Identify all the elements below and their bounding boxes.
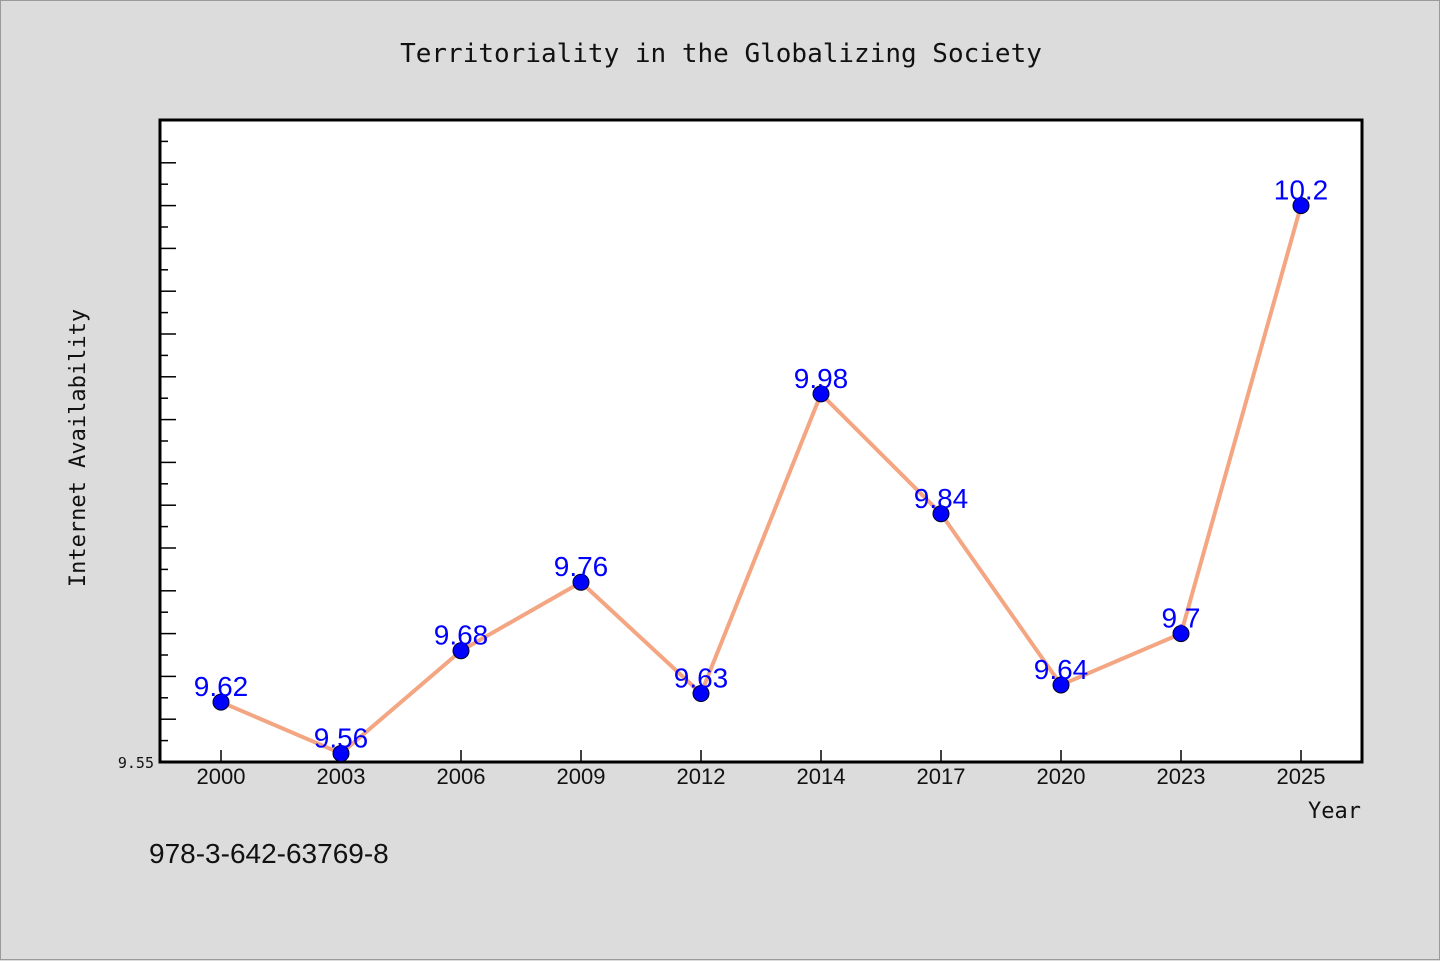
data-label: 9.63 [674, 663, 729, 694]
data-point [1172, 625, 1190, 643]
plot-area [158, 118, 1364, 764]
data-label: 9.7 [1162, 603, 1201, 634]
data-label: 9.56 [314, 722, 369, 753]
series-layer: 9.62 9.56 9.68 9.76 9.63 9.98 9.84 9.64 9.7 10.2 [194, 175, 1329, 762]
data-label: 10.2 [1274, 175, 1329, 206]
data-point [572, 573, 590, 591]
data-point [692, 685, 710, 703]
data-label: 9.84 [914, 483, 969, 514]
x-axis-ticks: 2000 2003 2006 2009 2012 2014 2017 2020 2023 2025 [197, 750, 1326, 789]
data-point [212, 693, 230, 711]
data-point [1052, 676, 1070, 694]
x-tick-label: 2006 [437, 764, 486, 789]
data-point [932, 505, 950, 523]
data-point [812, 385, 830, 403]
x-tick-label: 2025 [1277, 764, 1326, 789]
data-point [1292, 197, 1310, 215]
x-tick-label: 2014 [797, 764, 846, 789]
x-tick-label: 2012 [677, 764, 726, 789]
y-axis-label: Internet Availability [66, 309, 91, 587]
x-tick-label: 2009 [557, 764, 606, 789]
data-point [332, 744, 350, 762]
x-tick-label: 2023 [1157, 764, 1206, 789]
y-axis-ticks [160, 140, 176, 742]
data-label: 9.76 [554, 551, 609, 582]
x-tick-label: 2020 [1037, 764, 1086, 789]
data-label: 9.68 [434, 620, 489, 651]
series-line [220, 205, 1303, 756]
data-label: 9.98 [794, 363, 849, 394]
x-tick-label: 2017 [917, 764, 966, 789]
isbn-text: 978-3-642-63769-8 [149, 838, 389, 869]
chart-title: Territoriality in the Globalizing Societ… [400, 39, 1042, 69]
data-label: 9.62 [194, 671, 249, 702]
x-axis-label: Year [1308, 799, 1361, 824]
data-label: 9.64 [1034, 654, 1089, 685]
data-point [452, 642, 470, 660]
x-tick-label: 2000 [197, 764, 246, 789]
x-tick-label: 2003 [317, 764, 366, 789]
y-tick-label: 9.55 [118, 754, 154, 772]
